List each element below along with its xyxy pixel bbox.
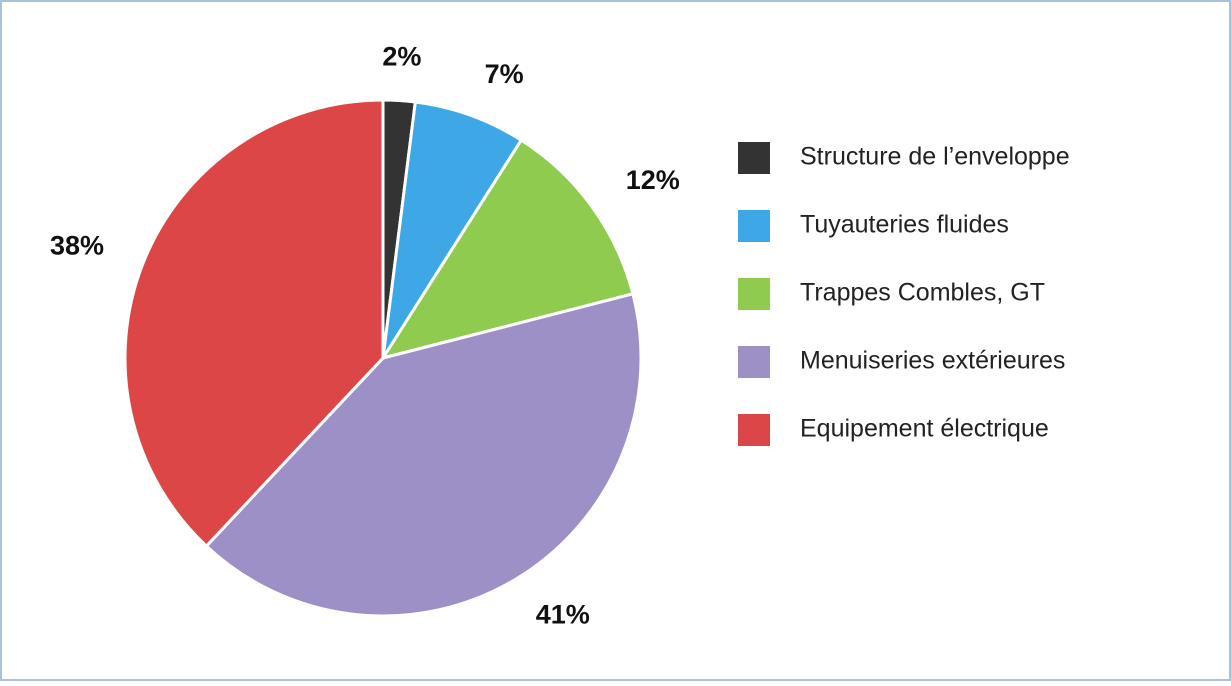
pie-slice (379, 138, 635, 361)
slice-label: 38% (50, 231, 104, 261)
legend-swatch (738, 210, 770, 242)
slice-label: 2% (382, 42, 421, 72)
slice-label: 7% (485, 59, 524, 89)
legend-label: Structure de l’enveloppe (800, 143, 1070, 171)
legend-label: Tuyauteries fluides (800, 211, 1009, 239)
pie-slice (123, 98, 385, 549)
pie-slice (204, 292, 643, 618)
legend-swatch (738, 346, 770, 378)
legend-label: Menuiseries extérieures (800, 347, 1065, 375)
legend-swatch (738, 414, 770, 446)
legend-label: Trappes Combles, GT (800, 279, 1045, 307)
slice-label: 41% (536, 599, 590, 629)
legend-label: Equipement électrique (800, 415, 1049, 443)
pie-slice (381, 100, 524, 359)
legend-swatch (738, 142, 770, 174)
legend-swatch (738, 278, 770, 310)
slice-label: 12% (626, 165, 680, 195)
